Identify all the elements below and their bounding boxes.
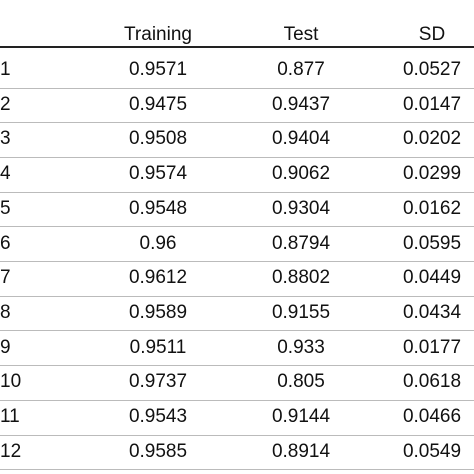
row-label: 7 xyxy=(0,267,11,289)
row-label: 5 xyxy=(0,197,11,219)
table-cell: 0.96 xyxy=(139,232,177,254)
table-cell: 0.8914 xyxy=(271,440,331,462)
table-cell: 0.9144 xyxy=(271,406,331,427)
table-cell: 0.9737 xyxy=(128,371,188,393)
table-cell: 0.0527 xyxy=(402,59,462,80)
row-label: 1 xyxy=(0,59,11,80)
row-rule xyxy=(0,261,474,262)
row-label: 3 xyxy=(0,128,11,150)
table-cell: 0.9304 xyxy=(271,197,331,219)
row-label: 6 xyxy=(0,232,11,254)
table-cell: 0.0177 xyxy=(402,336,462,358)
row-rule xyxy=(0,365,474,367)
row-rule xyxy=(0,122,474,124)
row-rule xyxy=(0,295,474,297)
column-header: SD xyxy=(418,24,446,45)
row-rule xyxy=(0,434,474,436)
row-label: 11 xyxy=(0,406,20,427)
table-cell: 0.0549 xyxy=(402,440,462,462)
table-cell: 0.9612 xyxy=(128,267,188,289)
table-cell: 0.9155 xyxy=(271,301,331,323)
row-label: 8 xyxy=(0,301,11,323)
row-rule xyxy=(0,330,474,332)
table-cell: 0.8802 xyxy=(271,267,331,289)
table-cell: 0.0449 xyxy=(402,267,462,289)
table-cell: 0.9062 xyxy=(271,163,331,185)
table-cell: 0.0618 xyxy=(402,371,462,393)
row-rule xyxy=(0,191,474,193)
column-header: Training xyxy=(124,24,192,45)
table-cell: 0.9589 xyxy=(128,301,188,323)
table-cell: 0.9404 xyxy=(271,128,331,150)
row-rule xyxy=(0,469,474,471)
row-rule xyxy=(0,399,474,401)
table-cell: 0.805 xyxy=(277,371,325,393)
table-cell: 0.9585 xyxy=(128,440,188,462)
table-cell: 0.0299 xyxy=(402,163,462,185)
table-cell: 0.0434 xyxy=(402,301,462,323)
header-rule xyxy=(0,46,474,48)
table-cell: 0.9508 xyxy=(128,128,188,150)
row-rule xyxy=(0,226,474,228)
table-cell: 0.9437 xyxy=(271,93,331,115)
table-cell: 0.0466 xyxy=(402,406,462,427)
row-rule xyxy=(0,87,474,89)
table-cell: 0.8794 xyxy=(271,232,331,254)
table-cell: 0.0147 xyxy=(402,93,462,115)
row-label: 10 xyxy=(0,371,22,393)
table-cell: 0.9548 xyxy=(128,197,188,219)
column-header: Test xyxy=(283,24,319,45)
table-cell: 0.9511 xyxy=(129,336,187,358)
row-label: 9 xyxy=(0,336,11,358)
row-label: 12 xyxy=(0,440,22,462)
table-cell: 0.9543 xyxy=(128,406,188,427)
table-cell: 0.933 xyxy=(277,336,325,358)
table-cell: 0.0162 xyxy=(402,197,462,219)
row-label: 2 xyxy=(0,93,11,115)
table-cell: 0.877 xyxy=(277,59,325,80)
table-cell: 0.0595 xyxy=(402,232,462,254)
table-cell: 0.9475 xyxy=(128,93,188,115)
table-cell: 0.9574 xyxy=(128,163,188,185)
row-rule xyxy=(0,156,474,158)
row-label: 4 xyxy=(0,163,11,185)
table-cell: 0.9571 xyxy=(128,59,188,80)
table-cell: 0.0202 xyxy=(402,128,462,150)
